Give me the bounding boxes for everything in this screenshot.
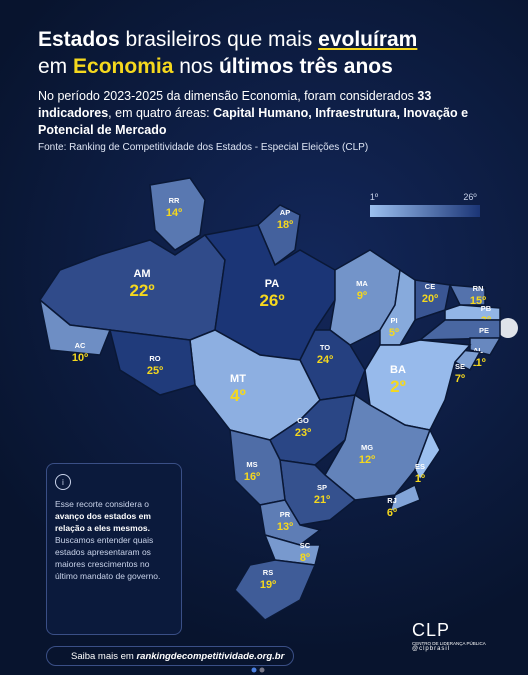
info-text: avanço dos estados em relação a eles mes…: [55, 511, 151, 533]
state: [364, 339, 472, 431]
state-rank: 10º: [72, 352, 88, 364]
state: [149, 177, 206, 251]
logo-handle: @clpbrasil: [412, 646, 451, 652]
info-text: Buscamos entender quais estados apresent…: [55, 535, 161, 581]
state: [109, 329, 196, 396]
legend-max: 26º: [463, 192, 477, 202]
title-part: Economia: [73, 55, 174, 78]
state-code: MG: [361, 443, 373, 452]
state-rank: 23º: [295, 427, 311, 439]
state-rank: 16º: [244, 471, 260, 483]
state: [448, 284, 486, 306]
state-rank: 18º: [277, 219, 293, 231]
state-rank: 20º: [422, 293, 438, 305]
title-part: brasileiros que mais: [125, 28, 313, 51]
state-code: SC: [300, 541, 311, 550]
title-part: em: [38, 55, 68, 78]
state-rank: 9º: [357, 290, 367, 302]
legend-min: 1º: [370, 192, 379, 202]
title-part: nos: [179, 55, 214, 78]
state-rank: 4º: [230, 386, 246, 405]
state-code: SP: [317, 483, 327, 492]
logo: CLP CENTRO DE LIDERANÇA PÚBLICA @clpbrasil: [412, 620, 486, 652]
title-part: últimos três anos: [218, 55, 393, 78]
subtitle-part: Capital Humano, Infraestrutura, Inovação…: [38, 106, 469, 137]
title-part: Estados: [38, 28, 120, 51]
state-code: AL: [473, 346, 483, 355]
logo-name: CLP: [412, 620, 451, 640]
state-rank: 8º: [300, 552, 310, 564]
state-rank: 12º: [359, 454, 375, 466]
title-part: evoluíram: [318, 28, 418, 51]
title: Estados brasileiros que mais evoluíram em…: [38, 26, 478, 80]
state: [263, 533, 321, 566]
state-rank: 14º: [166, 207, 182, 219]
state-rank: 22º: [129, 281, 154, 300]
state-code: RR: [169, 196, 180, 205]
state-code: PE: [479, 326, 489, 335]
state-code: RN: [473, 284, 484, 293]
state-code: SE: [455, 362, 465, 371]
state: [414, 428, 441, 482]
state-rank: 13º: [277, 521, 293, 533]
state-code: BA: [390, 364, 406, 376]
subtitle-part: No período 2023-2025 da dimensão Economi…: [38, 89, 414, 103]
state-rank: 21º: [314, 494, 330, 506]
state-rank: 6º: [387, 507, 397, 519]
state-code: PB: [481, 304, 492, 313]
page-dot[interactable]: [259, 667, 265, 673]
subtitle-part: , em quatro áreas:: [108, 106, 210, 120]
state-code: TO: [320, 343, 330, 352]
state-code: MS: [246, 460, 257, 469]
state-rank: 19º: [260, 579, 276, 591]
state-code: MA: [356, 279, 368, 288]
state: [234, 559, 317, 621]
state: [444, 304, 501, 321]
subtitle: No período 2023-2025 da dimensão Economi…: [38, 88, 498, 139]
legend-bar: [370, 205, 480, 217]
state-code: PI: [390, 316, 397, 325]
state-code: AC: [75, 341, 86, 350]
state: [38, 298, 112, 356]
state-rank: 7º: [455, 373, 465, 385]
footer-link[interactable]: rankingdecompetitividade.org.br: [136, 651, 285, 662]
subtitle-part: 33 indicadores: [38, 89, 432, 120]
state-rank: 15º: [470, 295, 486, 307]
state-rank: 5º: [389, 327, 399, 339]
info-box: i Esse recorte considera o avanço dos est…: [46, 463, 182, 635]
state-rank: 26º: [259, 291, 284, 310]
source: Fonte: Ranking de Competitividade dos Es…: [38, 142, 369, 153]
state-code: MT: [230, 373, 246, 385]
state-code: RS: [263, 568, 273, 577]
state-rank: 25º: [147, 365, 163, 377]
state-code: AP: [280, 208, 290, 217]
state-code: AM: [133, 268, 150, 280]
info-icon: i: [55, 474, 71, 490]
info-text: Esse recorte considera o: [55, 499, 150, 509]
state-rank: 2º: [390, 377, 406, 396]
state-code: PR: [280, 510, 291, 519]
next-button[interactable]: [498, 318, 518, 338]
page-dot[interactable]: [251, 667, 257, 673]
state-rank: 1º: [415, 473, 425, 485]
state: [203, 224, 336, 361]
state-code: GO: [297, 416, 309, 425]
logo-tagline: CENTRO DE LIDERANÇA PÚBLICA: [412, 641, 486, 646]
footer-prefix: Saiba mais em: [71, 651, 134, 662]
state-code: PA: [265, 278, 280, 290]
state-code: RJ: [387, 496, 397, 505]
footer: Saiba mais em rankingdecompetitividade.o…: [46, 646, 294, 666]
state: [388, 483, 421, 514]
state-code: ES: [415, 462, 425, 471]
state-rank: 24º: [317, 354, 333, 366]
state-code: RO: [149, 354, 160, 363]
state-code: CE: [425, 282, 435, 291]
